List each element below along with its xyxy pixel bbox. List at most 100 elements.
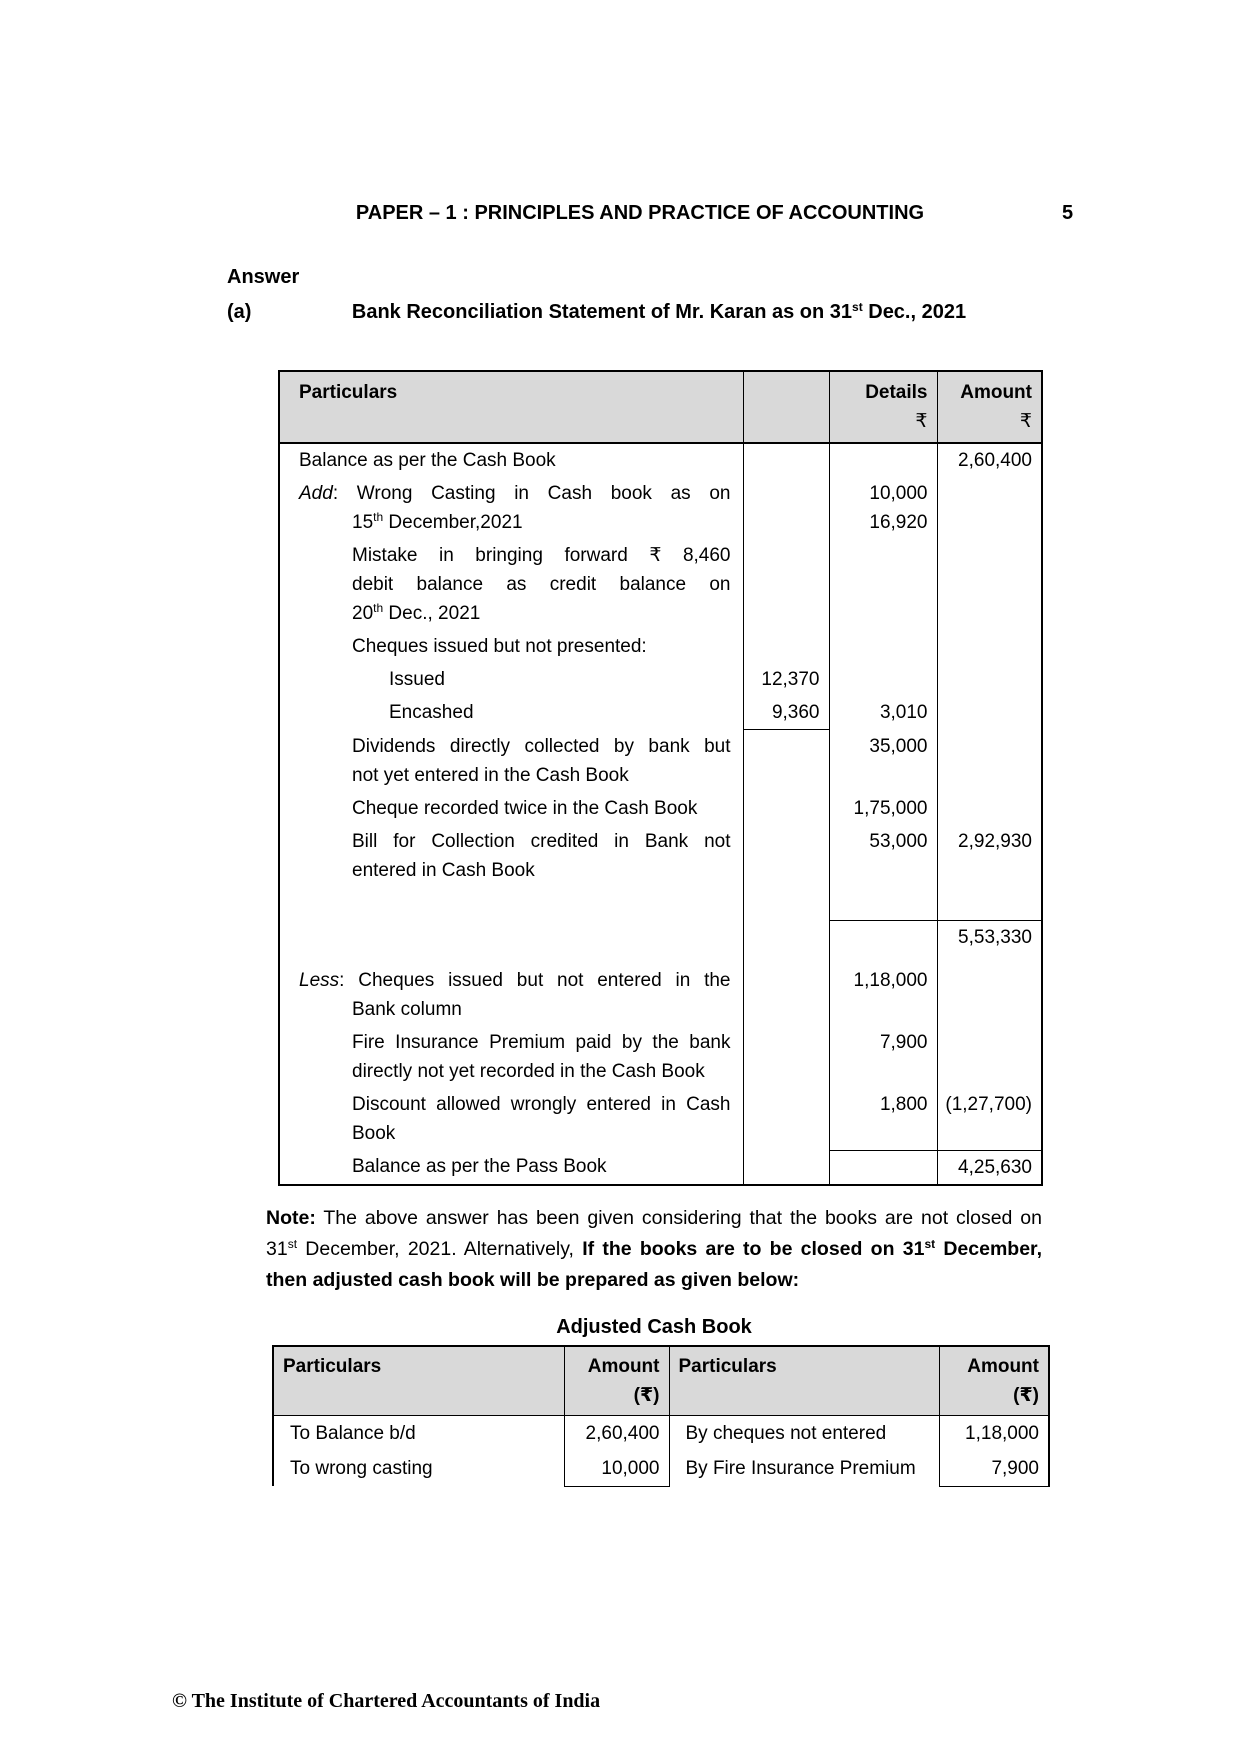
table-row: To wrong casting 10,000 By Fire Insuranc… [272,1450,1050,1487]
details-cell: 35,000 [828,729,938,792]
table-row: Discount allowed wrongly entered in Cash… [278,1088,1043,1150]
subcolumn-cell: 12,370 [742,663,830,696]
particulars-cell: Encashed [278,696,744,730]
subcolumn-cell [742,964,830,1026]
amount-cell: 2,60,400 [936,443,1043,477]
details-cell: 53,000 [828,824,938,921]
brs-title-text: Bank Reconciliation Statement of Mr. Kar… [351,301,853,323]
particulars-cell: Less: Cheques issued but not entered in … [278,964,744,1026]
subcolumn-cell: 9,360 [742,696,830,730]
table-row: Balance as per the Pass Book 4,25,630 [278,1149,1043,1185]
particulars-cell: Balance as per the Cash Book [278,443,744,477]
note-paragraph: Note: The above answer has been given co… [266,1206,1042,1291]
subcolumn-cell [742,630,830,663]
details-cell [828,920,938,964]
amount-cell [936,1026,1043,1088]
subcolumn-cell [742,824,830,921]
table-row: Balance as per the Cash Book 2,60,400 [278,443,1043,477]
page-number: 5 [1062,202,1074,224]
debit-particulars-cell: To Balance b/d [272,1415,565,1451]
credit-amount-cell: 1,18,000 [938,1415,1050,1451]
table-row-subtotal: 5,53,330 [278,920,1043,964]
superscript: th [373,601,384,615]
subcolumn-cell [742,539,830,630]
table-row: Dividends directly collected by bank but… [278,729,1043,792]
details-cell [828,539,938,630]
rupee-symbol: ₹ [1019,411,1032,432]
table-row: Encashed 9,360 3,010 [278,696,1043,730]
amount-cell [936,791,1043,825]
details-cell: 1,75,000 [828,791,938,825]
details-cell: 1,800 [828,1088,938,1150]
amount-cell: 4,25,630 [936,1149,1043,1185]
table-header-row: Particulars Details ₹ Amount ₹ [278,371,1043,444]
answer-label: Answer [227,266,300,288]
rupee-symbol: ₹ [915,411,928,432]
table-row: To Balance b/d 2,60,400 By cheques not e… [272,1415,1050,1451]
subcolumn-cell [742,1026,830,1088]
amount-cell [936,477,1043,539]
particulars-cell: Discount allowed wrongly entered in Cash… [278,1088,744,1150]
details-cell [828,663,938,696]
rupee-symbol: (₹) [1013,1384,1039,1406]
amount-cell [936,964,1043,1026]
particulars-cell: Bill for Collection credited in Bank not… [278,824,744,921]
particulars-cell: Issued [278,663,744,696]
col-header-particulars-credit: Particulars [668,1344,940,1416]
debit-amount-cell: 2,60,400 [563,1415,670,1451]
table-header-row: Particulars Amount (₹) Particulars Amoun… [272,1344,1050,1416]
table-row: Bill for Collection credited in Bank not… [278,824,1043,921]
amount-cell [936,729,1043,792]
details-cell [828,1149,938,1185]
particulars-cell: Mistake in bringing forward ₹ 8,460 debi… [278,539,744,630]
superscript: st [852,300,863,314]
amount-cell [936,539,1043,630]
details-cell: 7,900 [828,1026,938,1088]
table-row: Mistake in bringing forward ₹ 8,460 debi… [278,539,1043,630]
subcolumn-cell [742,443,830,477]
amount-cell [936,663,1043,696]
details-cell [828,630,938,663]
col-header-blank [742,371,830,444]
rupee-symbol: (₹) [633,1384,660,1406]
table-row: Cheques issued but not presented: [278,630,1043,663]
table-row: Issued 12,370 [278,663,1043,696]
details-cell [828,443,938,477]
col-header-details: Details ₹ [828,371,938,444]
col-header-amount-credit: Amount (₹) [938,1344,1050,1416]
page-header-title: PAPER – 1 : PRINCIPLES AND PRACTICE OF A… [355,202,925,224]
col-header-amount: Amount ₹ [936,371,1043,444]
superscript: st [924,1236,936,1251]
page-content: Particulars Details ₹ Amount ₹ Balance a… [0,370,1241,1487]
brs-table-title: Bank Reconciliation Statement of Mr. Kar… [278,301,1040,324]
add-prefix: Add [299,483,333,504]
col-header-amount-debit: Amount (₹) [563,1344,670,1416]
footer-copyright: © The Institute of Chartered Accountants… [172,1690,601,1712]
particulars-cell: Fire Insurance Premium paid by the bank … [278,1026,744,1088]
amount-cell: 5,53,330 [936,920,1043,964]
particulars-cell: Balance as per the Pass Book [278,1150,744,1185]
subcolumn-cell [742,920,830,964]
col-header-amount-label: Amount [960,382,1032,403]
adjusted-cash-book-table: Particulars Amount (₹) Particulars Amoun… [272,1344,1050,1487]
col-header-particulars: Particulars [278,371,744,444]
superscript: th [373,510,384,524]
debit-particulars-cell: To wrong casting [272,1450,565,1486]
particulars-cell [278,920,744,964]
details-cell: 3,010 [828,696,938,730]
particulars-cell: Cheques issued but not presented: [278,630,744,663]
less-prefix: Less [299,970,340,991]
subcolumn-cell [742,1088,830,1150]
table-row: Cheque recorded twice in the Cash Book 1… [278,791,1043,825]
table-row: Add: Wrong Casting in Cash book as on 15… [278,477,1043,539]
details-cell: 10,000 16,920 [828,477,938,539]
col-header-particulars-debit: Particulars [272,1344,565,1416]
particulars-cell: Cheque recorded twice in the Cash Book [278,791,744,825]
amount-cell: 2,92,930 [936,824,1043,921]
table-row: Less: Cheques issued but not entered in … [278,964,1043,1026]
col-header-details-label: Details [865,382,928,403]
acb-table-title: Adjusted Cash Book [556,1315,752,1338]
amount-cell [936,696,1043,730]
brs-title-tail: Dec., 2021 [862,301,967,323]
credit-amount-cell: 7,900 [938,1450,1050,1487]
